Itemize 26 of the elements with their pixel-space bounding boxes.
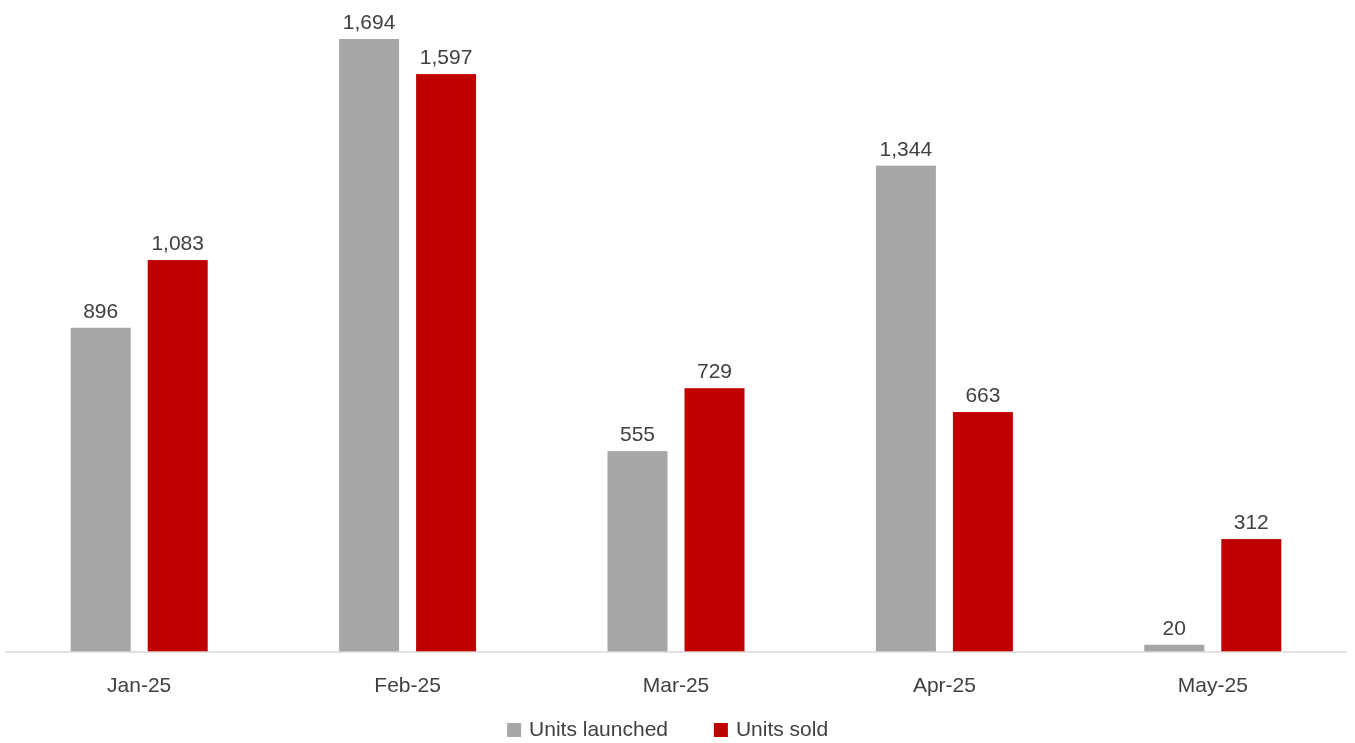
- data-label: 663: [965, 383, 1001, 407]
- bar: [875, 165, 936, 652]
- data-label: 1,083: [151, 231, 204, 255]
- data-label: 20: [1162, 615, 1186, 639]
- data-label: 555: [619, 422, 656, 446]
- bar: [607, 451, 668, 652]
- data-label: 312: [1233, 510, 1269, 534]
- bar: [416, 74, 477, 652]
- data-label: 1,344: [879, 136, 933, 160]
- data-label: 729: [696, 359, 733, 383]
- data-label: 1,694: [342, 10, 396, 33]
- bar: [339, 39, 400, 652]
- x-tick-label: May-25: [1177, 673, 1248, 696]
- legend-label: Units sold: [735, 716, 829, 740]
- x-tick-label: Apr-25: [912, 673, 976, 696]
- legend-label: Units launched: [529, 716, 669, 740]
- bar: [684, 388, 745, 652]
- bar: [1221, 539, 1282, 652]
- bar: [70, 327, 131, 652]
- bar: [147, 260, 208, 652]
- data-label: 896: [83, 298, 119, 322]
- bar: [952, 412, 1013, 652]
- x-tick-label: Jan-25: [107, 673, 172, 696]
- data-label: 1,597: [419, 45, 473, 69]
- x-tick-label: Feb-25: [374, 673, 441, 696]
- x-tick-label: Mar-25: [642, 673, 710, 696]
